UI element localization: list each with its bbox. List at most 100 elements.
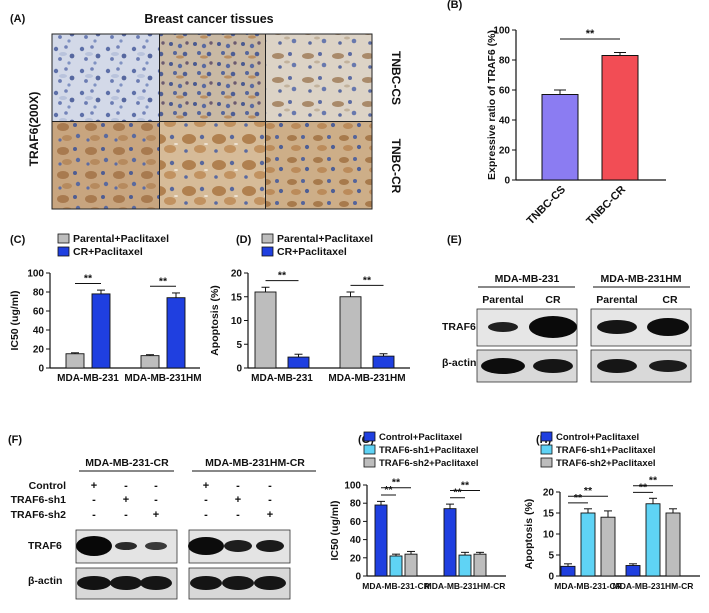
panel-letter: (B) <box>447 0 463 11</box>
bar <box>473 553 487 577</box>
legend-label: Parental+Paclitaxel <box>277 233 373 245</box>
x-tick-label: MDA-MB-231-CR <box>554 581 622 591</box>
bar <box>65 353 85 369</box>
x-tick-label: TNBC-CS <box>525 184 568 227</box>
panel-f: (F) MDA-MB-231-CR MDA-MB-231HM-CR Contro… <box>8 434 316 600</box>
treatment-mark: - <box>92 494 96 506</box>
legend-label: TRAF6-sh1+Paclitaxel <box>556 445 656 456</box>
y-tick-label: 0 <box>38 364 44 375</box>
blot-band <box>222 576 254 590</box>
blot-band <box>529 316 577 338</box>
treatment-mark: - <box>236 480 240 492</box>
blot-group-label: MDA-MB-231 <box>495 273 560 285</box>
y-tick-label: 40 <box>33 326 45 337</box>
blot-lane-label: Parental <box>596 294 638 306</box>
significance-label: ** <box>649 475 658 487</box>
y-tick-label: 0 <box>548 572 554 583</box>
y-tick-label: 80 <box>499 56 511 67</box>
significance-label: ** <box>363 274 372 286</box>
legend-label: Control+Paclitaxel <box>556 432 639 443</box>
legend-swatch <box>261 246 274 257</box>
blot-band <box>224 540 252 552</box>
significance-label: ** <box>84 272 93 284</box>
tissue-image <box>160 122 265 209</box>
x-tick-label: MDA-MB-231 <box>251 373 313 384</box>
panel-a-row-header: TRAF6(200X) <box>27 92 41 167</box>
y-tick-label: 15 <box>543 509 555 520</box>
blot-group-label: MDA-MB-231HM <box>600 273 681 285</box>
treatment-matrix: + - - + - - - + - - + - - - + - - + <box>91 480 273 521</box>
y-tick-label: 60 <box>499 86 511 97</box>
blot-lane-label: Parental <box>482 294 524 306</box>
legend-swatch <box>363 444 376 455</box>
x-tick-label: TNBC-CR <box>584 184 628 228</box>
blot-group-label: MDA-MB-231HM-CR <box>205 457 305 469</box>
blot-band <box>188 537 224 555</box>
blot-band <box>190 576 222 590</box>
panel-a-letter: (A) <box>10 13 26 25</box>
y-tick-label: 0 <box>236 364 242 375</box>
significance-label: ** <box>384 484 393 496</box>
bar <box>339 296 362 369</box>
bar <box>625 565 641 577</box>
significance-label: ** <box>639 481 648 493</box>
blot-group-label: MDA-MB-231-CR <box>85 457 169 469</box>
significance-label: ** <box>584 485 593 497</box>
y-tick-label: 20 <box>543 488 555 499</box>
treatment-mark: - <box>124 509 128 521</box>
blot-band <box>533 359 573 373</box>
y-tick-label: 60 <box>350 517 362 528</box>
panel-e: (E) MDA-MB-231 MDA-MB-231HM Parental CR … <box>442 234 692 383</box>
bar <box>458 554 472 577</box>
blot-band <box>145 542 167 550</box>
blot-band <box>115 542 137 550</box>
x-tick-label: MDA-MB-231HM <box>124 373 201 384</box>
panel-a-title: Breast cancer tissues <box>144 12 273 26</box>
blot-band <box>76 536 112 556</box>
treatment-mark: + <box>91 480 97 492</box>
bar <box>254 291 277 369</box>
y-tick-label: 0 <box>355 572 361 583</box>
panel-d: (D) 0 5 10 15 20 Apoptosis (%) MDA-MB-231 MDA-MB… <box>209 233 410 384</box>
legend-swatch <box>57 246 70 257</box>
bar <box>372 355 395 369</box>
tissue-image <box>266 34 372 121</box>
blot-band <box>110 576 142 590</box>
x-tick-label: MDA-MB-231HM <box>328 373 405 384</box>
y-axis-label: Apoptosis (%) <box>209 285 221 356</box>
treatment-mark: - <box>124 480 128 492</box>
y-axis-label: IC50 (ug/ml) <box>329 500 341 560</box>
panel-e-letter: (E) <box>447 234 462 246</box>
treatment-mark: - <box>204 494 208 506</box>
panel-c: (C) 0 20 40 60 80 100 IC50 (ug/ml) MDA-MB-231 MDA… <box>9 233 202 384</box>
legend-label: TRAF6-sh2+Paclitaxel <box>556 458 656 469</box>
bar <box>166 297 186 369</box>
blot-row-label: β-actin <box>442 357 476 369</box>
panel-a-row-label: TNBC-CR <box>389 139 403 194</box>
treatment-mark: - <box>154 480 158 492</box>
bar <box>665 512 681 577</box>
bar <box>580 512 596 577</box>
panel-f-letter: (F) <box>8 434 22 446</box>
x-tick-label: MDA-MB-231-CR <box>362 581 430 591</box>
x-tick-label: MDA-MB-231HM-CR <box>613 581 694 591</box>
blot-band <box>597 320 637 334</box>
treatment-mark: - <box>268 494 272 506</box>
tissue-image <box>266 122 372 209</box>
bar <box>389 555 403 577</box>
legend-label: CR+Paclitaxel <box>73 246 143 258</box>
panel-a: (A) Breast cancer tissues TRAF6(200X) TN… <box>10 12 403 210</box>
blot-lane-label: CR <box>662 294 678 306</box>
y-tick-label: 40 <box>499 116 511 127</box>
blot-band <box>140 576 172 590</box>
legend-swatch <box>363 457 376 468</box>
panel-letter: (C) <box>10 234 26 246</box>
treatment-mark: + <box>123 494 129 506</box>
significance-label: ** <box>461 479 470 491</box>
tissue-grid <box>51 33 373 210</box>
blot-lane-label: CR <box>545 294 561 306</box>
y-tick-label: 80 <box>350 499 362 510</box>
blot-row-label: TRAF6 <box>442 321 476 333</box>
